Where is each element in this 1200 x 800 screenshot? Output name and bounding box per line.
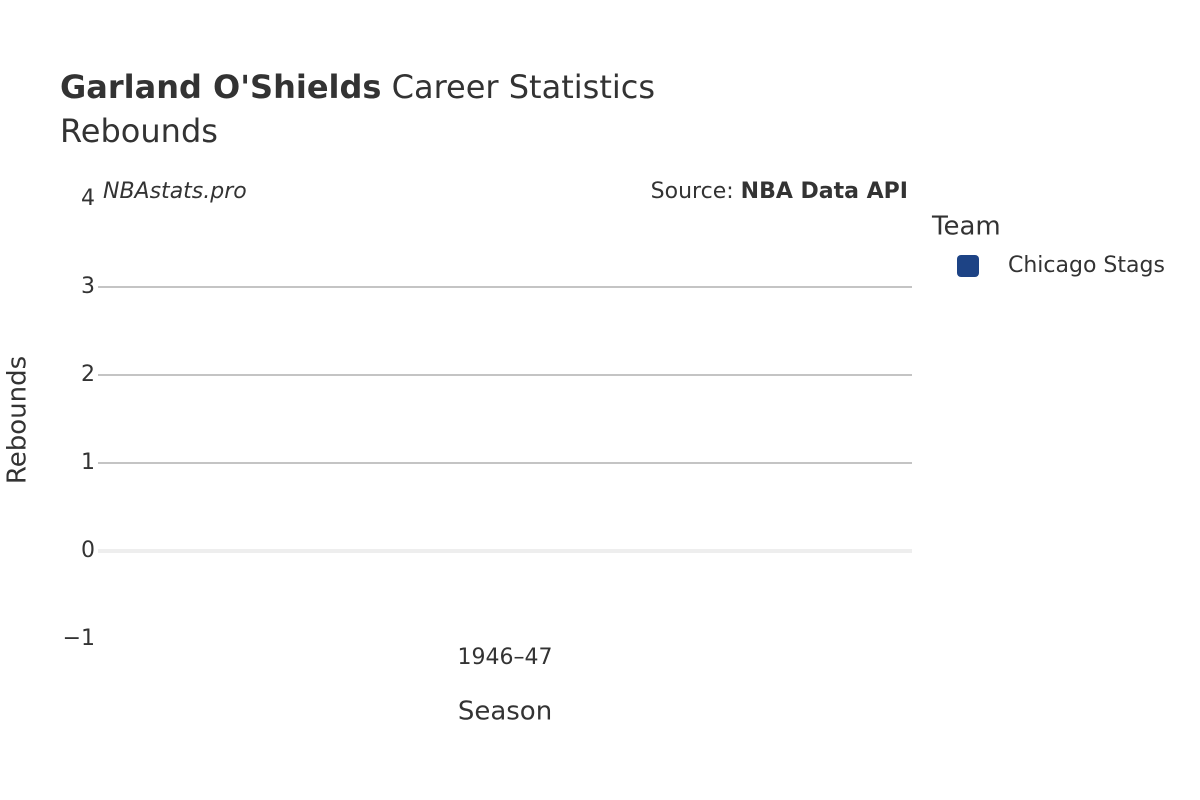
legend-label: Chicago Stags xyxy=(1008,253,1165,278)
player-name: Garland O'Shields xyxy=(60,68,381,106)
source-label: Source: xyxy=(651,179,734,204)
y-axis-label: Rebounds xyxy=(3,356,33,484)
watermark: NBAstats.pro xyxy=(103,179,247,204)
chart-title: Garland O'Shields Career Statistics xyxy=(60,68,655,106)
y-tick-label: 2 xyxy=(81,362,95,387)
chart-subtitle: Rebounds xyxy=(60,112,218,150)
x-axis-label: Season xyxy=(458,697,552,727)
legend-swatch xyxy=(957,255,979,277)
source-name: NBA Data API xyxy=(741,179,908,204)
source: Source: NBA Data API xyxy=(651,179,908,204)
x-tick-label: 1946–47 xyxy=(458,645,553,670)
y-tick-label: 4 xyxy=(81,186,95,211)
y-tick-label: 3 xyxy=(81,274,95,299)
y-tick-label: −1 xyxy=(63,626,95,651)
y-tick-label: 1 xyxy=(81,450,95,475)
legend-title: Team xyxy=(931,212,1001,242)
y-tick-label: 0 xyxy=(81,538,95,563)
title-rest: Career Statistics xyxy=(392,68,655,106)
